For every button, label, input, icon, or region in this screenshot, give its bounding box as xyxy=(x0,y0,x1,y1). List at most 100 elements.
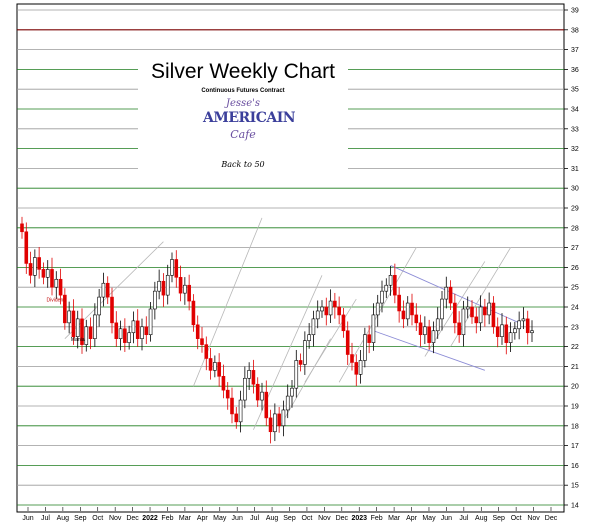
x-tick-label: Dec xyxy=(126,515,139,522)
x-tick-label: Aug xyxy=(57,515,70,522)
candle-down xyxy=(50,269,54,288)
candle-up xyxy=(84,326,89,345)
candle-up xyxy=(461,308,466,336)
candle-down xyxy=(337,306,341,316)
x-tick-label: Mar xyxy=(179,515,192,522)
title-block: Silver Weekly Chart Continuous Futures C… xyxy=(138,56,348,176)
candle-down xyxy=(174,259,179,278)
candle-up xyxy=(423,326,427,336)
candle-down xyxy=(414,314,419,324)
y-tick-label: 19 xyxy=(571,404,579,411)
y-tick-label: 36 xyxy=(571,67,579,74)
candle-up xyxy=(75,318,80,338)
candle-down xyxy=(448,286,453,304)
candle-up xyxy=(170,259,174,276)
candle-up xyxy=(440,298,444,320)
candle-down xyxy=(208,358,213,371)
candle-up xyxy=(530,330,534,334)
candle-down xyxy=(367,334,371,343)
candle-up xyxy=(478,306,483,324)
x-tick-label: Aug xyxy=(475,515,488,522)
candle-up xyxy=(303,340,307,365)
candle-up xyxy=(213,362,217,371)
candle-up xyxy=(375,302,380,316)
logo-line3: Cafe xyxy=(230,128,256,141)
y-tick-label: 20 xyxy=(571,384,579,391)
candle-up xyxy=(465,306,470,310)
y-tick-label: 26 xyxy=(571,265,579,272)
x-tick-label: Feb xyxy=(371,515,383,522)
candle-up xyxy=(487,302,491,316)
candle-up xyxy=(384,284,389,292)
candle-up xyxy=(363,334,367,361)
candle-up xyxy=(444,286,449,300)
candle-down xyxy=(195,324,200,339)
chart-subtitle: Continuous Futures Contract xyxy=(201,88,285,94)
y-tick-label: 37 xyxy=(571,47,579,54)
candle-down xyxy=(341,314,346,332)
y-tick-label: 34 xyxy=(571,107,579,114)
candle-up xyxy=(140,326,144,339)
candle-up xyxy=(260,391,264,401)
x-tick-label: May xyxy=(422,515,436,522)
x-tick-label: Oct xyxy=(301,515,312,522)
y-tick-label: 21 xyxy=(571,364,579,371)
candle-down xyxy=(88,326,93,339)
annotation-label: Mania xyxy=(71,337,85,343)
x-tick-label: Jul xyxy=(250,515,259,522)
y-tick-label: 15 xyxy=(571,483,579,490)
candle-up xyxy=(500,324,504,338)
candle-up xyxy=(97,296,101,316)
candle-up xyxy=(157,280,161,292)
y-tick-label: 39 xyxy=(571,8,579,15)
y-tick-label: 24 xyxy=(571,305,579,312)
logo-line2: AMERICAIN xyxy=(203,110,296,126)
candle-down xyxy=(114,322,119,339)
candle-up xyxy=(513,328,517,334)
candle-up xyxy=(131,320,136,334)
candle-up xyxy=(307,334,311,341)
x-tick-label: Jun xyxy=(22,515,33,522)
candle-down xyxy=(427,326,431,343)
candle-up xyxy=(285,395,290,411)
y-axis-ticks: 14 15 16 17 18 19 20 21 22 23 24 25 26 27 28 29 30 31 32 33… xyxy=(564,8,579,510)
candle-up xyxy=(33,257,37,276)
y-tick-label: 28 xyxy=(571,225,579,232)
wedge-line xyxy=(373,330,486,371)
candle-up xyxy=(54,278,59,288)
candle-down xyxy=(401,310,406,320)
candle-up xyxy=(358,360,363,375)
candle-down xyxy=(230,397,234,415)
x-tick-label: Nov xyxy=(527,515,540,522)
candle-up xyxy=(320,306,324,312)
candle-down xyxy=(453,302,457,324)
candle-down xyxy=(324,306,329,316)
annotations: Dividend Mania xyxy=(47,297,85,343)
candle-up xyxy=(101,282,106,298)
x-tick-label: Jun xyxy=(232,515,243,522)
candle-up xyxy=(238,399,243,423)
candle-down xyxy=(217,362,221,377)
candle-up xyxy=(380,290,384,304)
candle-down xyxy=(200,338,204,345)
candle-down xyxy=(123,328,127,343)
x-tick-label: Jul xyxy=(459,515,468,522)
x-tick-label: Nov xyxy=(109,515,122,522)
x-tick-label: Aug xyxy=(266,515,279,522)
x-tick-label: Mar xyxy=(388,515,401,522)
x-tick-label: Jun xyxy=(441,515,452,522)
candle-down xyxy=(457,322,461,336)
x-tick-label: 2023 xyxy=(351,515,367,522)
candle-down xyxy=(28,263,33,276)
x-axis-ticks: Jun Jul Aug Sep Oct Nov Dec 2022 Feb Mar Apr May Jun… xyxy=(22,507,558,522)
candle-up xyxy=(508,332,513,343)
y-tick-label: 38 xyxy=(571,27,579,34)
channel-line xyxy=(304,298,357,383)
candle-down xyxy=(495,326,500,337)
y-tick-label: 27 xyxy=(571,245,579,252)
candle-down xyxy=(333,300,337,308)
x-tick-label: Sep xyxy=(283,515,296,522)
candle-up xyxy=(281,409,286,427)
candle-down xyxy=(470,306,474,318)
candle-up xyxy=(517,320,521,330)
